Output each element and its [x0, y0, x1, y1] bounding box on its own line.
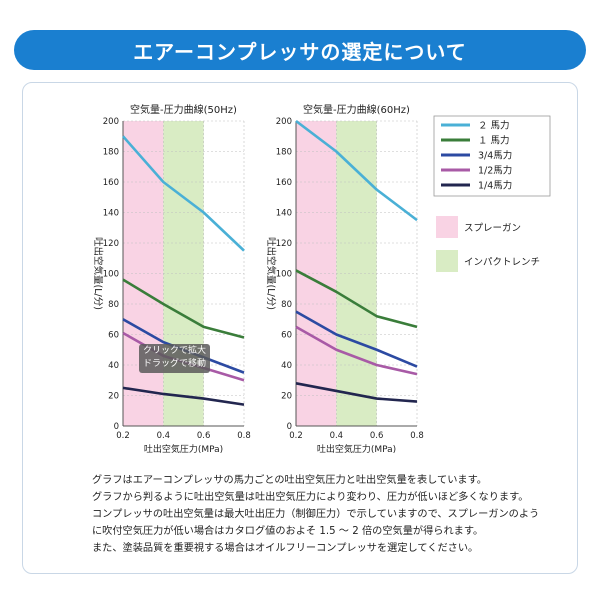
- zoom-drag-tooltip: クリックで拡大 ドラッグで移動: [139, 344, 210, 373]
- y-tick-label: 60: [108, 331, 119, 341]
- x-axis-label: 吐出空気圧力(MPa): [144, 443, 223, 455]
- y-tick-label: 60: [281, 331, 292, 341]
- y-tick-label: 180: [103, 148, 119, 158]
- legend-label: ２ 馬力: [478, 120, 510, 132]
- series-line: [295, 325, 418, 376]
- series-line: [122, 278, 245, 339]
- x-tick-label: 0.4: [330, 431, 344, 441]
- y-tick-label: 140: [103, 209, 119, 219]
- description-line: グラフはエアーコンプレッサの馬力ごとの吐出空気圧力と吐出空気量を表しています。: [92, 475, 487, 486]
- header-banner: エアーコンプレッサの選定について: [14, 30, 586, 70]
- description-line: グラフから判るように吐出空気量は吐出空気圧力により変わり、圧力が低いほど多くなり…: [92, 492, 529, 503]
- y-tick-label: 200: [276, 117, 292, 127]
- x-tick-label: 0.6: [370, 431, 384, 441]
- description-line: に吹付空気圧力が低い場合はカタログ値のおよそ 1.5 ～ 2 倍の空気量が得られ…: [92, 526, 484, 537]
- series-line: [122, 386, 245, 406]
- y-tick-label: 80: [108, 300, 119, 310]
- description-line: コンプレッサの吐出空気量は最大吐出圧力（制御圧力）で示していますので、スプレーガ…: [92, 509, 540, 520]
- x-tick-label: 0.2: [116, 431, 130, 441]
- y-tick-label: 160: [276, 178, 292, 188]
- description-block: グラフはエアーコンプレッサの馬力ごとの吐出空気圧力と吐出空気量を表しています。 …: [92, 472, 582, 557]
- legend-label: 3/4馬力: [478, 150, 512, 162]
- y-axis-label: 吐出空気量(L/分): [92, 237, 104, 310]
- x-tick-label: 0.8: [237, 431, 251, 441]
- y-tick-label: 20: [108, 392, 119, 402]
- y-tick-label: 120: [276, 239, 292, 249]
- y-axis-label: 吐出空気量(L/分): [265, 237, 277, 310]
- chart-60hz: 0 20 40 60 80 100 120 140 160 180 200 0.2 0.4 0.6 0.8 空…: [265, 103, 424, 455]
- y-tick-label: 0: [287, 422, 292, 432]
- y-tick-label: 40: [281, 361, 292, 371]
- page-title: エアーコンプレッサの選定について: [133, 39, 467, 64]
- x-tick-label: 0.8: [410, 431, 424, 441]
- y-tick-label: 140: [276, 209, 292, 219]
- y-tick-label: 0: [114, 422, 119, 432]
- description-line: また、塗装品質を重要視する場合はオイルフリーコンプレッサを選定してください。: [92, 543, 479, 554]
- legend-zone-label: インパクトレンチ: [464, 257, 540, 268]
- x-tick-label: 0.6: [197, 431, 211, 441]
- x-axis-label: 吐出空気圧力(MPa): [317, 443, 396, 455]
- y-tick-label: 20: [281, 392, 292, 402]
- tooltip-line-click: クリックで拡大: [142, 346, 206, 356]
- y-tick-label: 80: [281, 300, 292, 310]
- x-tick-label: 0.2: [289, 431, 303, 441]
- series-line: [295, 310, 418, 368]
- legend-zone-swatch: [436, 216, 458, 238]
- chart-title: 空気量-圧力曲線(50Hz): [130, 103, 237, 116]
- y-tick-label: 180: [276, 148, 292, 158]
- legend-label: 1/2馬力: [478, 165, 512, 177]
- x-tick-label: 0.4: [157, 431, 171, 441]
- legend-label: １ 馬力: [478, 135, 510, 147]
- series-line: [122, 135, 245, 252]
- tooltip-line-drag: ドラッグで移動: [142, 359, 206, 369]
- legend-label: 1/4馬力: [478, 180, 512, 192]
- series-line: [295, 119, 418, 222]
- series-line: [295, 269, 418, 329]
- y-tick-label: 100: [103, 270, 119, 280]
- chart-title: 空気量-圧力曲線(60Hz): [303, 103, 410, 116]
- chart-50hz: 0 20 40 60 80 100 120 140 160 180 200 0.2 0.4 0.6 0.8 空…: [92, 103, 251, 455]
- y-tick-label: 200: [103, 117, 119, 127]
- y-tick-label: 120: [103, 239, 119, 249]
- legend-zone-label: スプレーガン: [464, 223, 521, 234]
- series-line: [295, 382, 418, 403]
- y-tick-label: 40: [108, 361, 119, 371]
- legend-zone-swatch: [436, 250, 458, 272]
- y-tick-label: 100: [276, 270, 292, 280]
- y-tick-label: 160: [103, 178, 119, 188]
